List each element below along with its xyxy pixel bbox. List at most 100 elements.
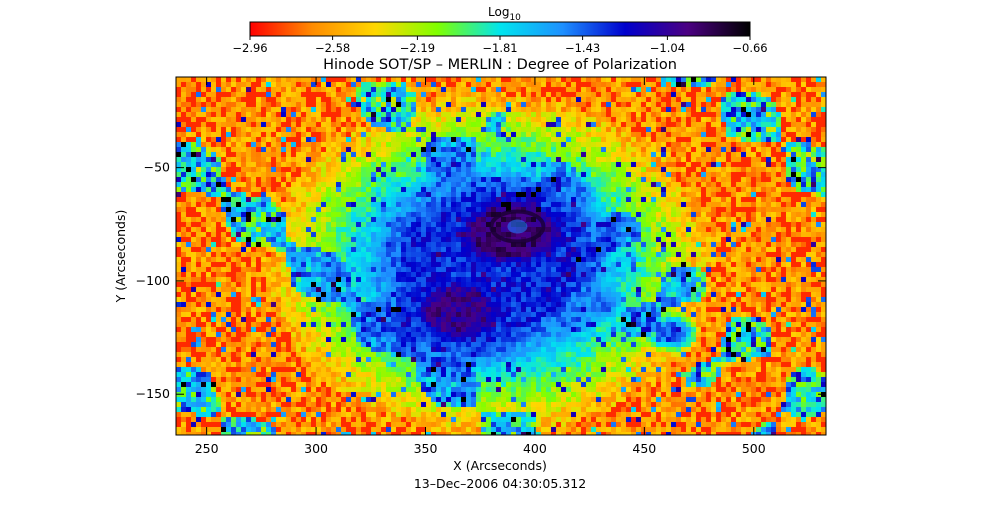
heatmap-cell <box>661 237 666 242</box>
heatmap-cell <box>281 212 286 217</box>
heatmap-cell <box>561 212 566 217</box>
heatmap-cell <box>241 217 246 222</box>
heatmap-cell <box>306 242 311 247</box>
heatmap-cell <box>761 137 766 142</box>
heatmap-cell <box>711 167 716 172</box>
heatmap-cell <box>176 152 181 157</box>
heatmap-cell <box>476 177 481 182</box>
heatmap-cell <box>631 202 636 207</box>
heatmap-cell <box>406 112 411 117</box>
heatmap-cell <box>766 197 771 202</box>
heatmap-cell <box>351 152 356 157</box>
heatmap-cell <box>436 202 441 207</box>
heatmap-cell <box>406 147 411 152</box>
heatmap-cell <box>536 137 541 142</box>
heatmap-cell <box>566 202 571 207</box>
heatmap-cell <box>386 137 391 142</box>
heatmap-cell <box>681 117 686 122</box>
heatmap-cell <box>626 257 631 262</box>
heatmap-cell <box>626 142 631 147</box>
heatmap-cell <box>681 92 686 97</box>
heatmap-cell <box>176 187 181 192</box>
heatmap-cell <box>696 277 701 282</box>
heatmap-cell <box>761 242 766 247</box>
heatmap-cell <box>776 112 781 117</box>
heatmap-cell <box>341 292 346 297</box>
heatmap-cell <box>266 147 271 152</box>
heatmap-cell <box>781 157 786 162</box>
heatmap-cell <box>406 82 411 87</box>
heatmap-cell <box>356 162 361 167</box>
heatmap-cell <box>681 97 686 102</box>
heatmap-cell <box>746 282 751 287</box>
heatmap-cell <box>736 152 741 157</box>
heatmap-cell <box>506 177 511 182</box>
heatmap-cell <box>811 97 816 102</box>
heatmap-cell <box>491 282 496 287</box>
heatmap-cell <box>521 147 526 152</box>
heatmap-cell <box>616 142 621 147</box>
heatmap-cell <box>536 147 541 152</box>
heatmap-cell <box>781 262 786 267</box>
heatmap-cell <box>236 232 241 237</box>
heatmap-cell <box>311 117 316 122</box>
heatmap-cell <box>446 242 451 247</box>
heatmap-cell <box>691 202 696 207</box>
heatmap-cell <box>306 107 311 112</box>
heatmap-cell <box>556 207 561 212</box>
heatmap-cell <box>571 97 576 102</box>
heatmap-cell <box>581 167 586 172</box>
heatmap-cell <box>241 207 246 212</box>
heatmap-cell <box>316 177 321 182</box>
heatmap-cell <box>591 102 596 107</box>
heatmap-cell <box>251 147 256 152</box>
heatmap-cell <box>651 127 656 132</box>
heatmap-cell <box>281 172 286 177</box>
heatmap-cell <box>771 192 776 197</box>
heatmap-cell <box>821 102 826 107</box>
heatmap-cell <box>401 137 406 142</box>
heatmap-cell <box>736 97 741 102</box>
heatmap-cell <box>271 292 276 297</box>
heatmap-cell <box>711 172 716 177</box>
heatmap-cell <box>571 152 576 157</box>
heatmap-cell <box>181 137 186 142</box>
heatmap-cell <box>821 222 826 227</box>
heatmap-cell <box>516 147 521 152</box>
heatmap-cell <box>496 177 501 182</box>
heatmap-cell <box>671 222 676 227</box>
heatmap-cell <box>596 202 601 207</box>
heatmap-cell <box>266 282 271 287</box>
heatmap-cell <box>776 267 781 272</box>
heatmap-cell <box>291 237 296 242</box>
heatmap-cell <box>451 162 456 167</box>
heatmap-cell <box>296 287 301 292</box>
heatmap-cell <box>206 102 211 107</box>
heatmap-cell <box>541 137 546 142</box>
heatmap-cell <box>496 77 501 82</box>
heatmap-cell <box>316 267 321 272</box>
heatmap-cell <box>446 172 451 177</box>
heatmap-cell <box>311 237 316 242</box>
heatmap-cell <box>681 132 686 137</box>
heatmap-cell <box>711 212 716 217</box>
heatmap-cell <box>636 192 641 197</box>
heatmap-cell <box>401 182 406 187</box>
heatmap-cell <box>671 212 676 217</box>
heatmap-cell <box>291 187 296 192</box>
heatmap-cell <box>696 267 701 272</box>
heatmap-cell <box>306 192 311 197</box>
heatmap-cell <box>221 77 226 82</box>
heatmap-cell <box>401 287 406 292</box>
heatmap-cell <box>361 252 366 257</box>
heatmap-cell <box>386 222 391 227</box>
heatmap-cell <box>496 242 501 247</box>
heatmap-cell <box>661 222 666 227</box>
heatmap-cell <box>621 187 626 192</box>
heatmap-cell <box>476 187 481 192</box>
heatmap-cell <box>241 92 246 97</box>
heatmap-cell <box>236 92 241 97</box>
heatmap-cell <box>381 127 386 132</box>
heatmap-cell <box>186 277 191 282</box>
heatmap-cell <box>376 232 381 237</box>
